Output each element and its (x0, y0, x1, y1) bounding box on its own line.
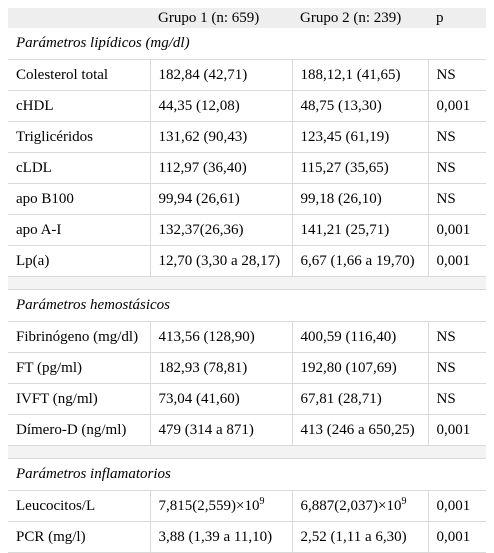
section-inflammatory-row: Parámetros inflamatorios (8, 458, 486, 491)
table-header-row: Grupo 1 (n: 659) Grupo 2 (n: 239) p (8, 8, 486, 28)
table-row: Lp(a) 12,70 (3,30 a 28,17) 6,67 (1,66 a … (8, 245, 486, 277)
p-value: 0,001 (427, 521, 486, 553)
p-value: NS (427, 59, 486, 91)
group-1-value-base: 7,815(2,559)×10 (158, 497, 260, 514)
row-label: Triglicéridos (8, 121, 150, 153)
group-1-value: 479 (314 a 871) (149, 414, 292, 446)
header-group-2: Grupo 2 (n: 239) (292, 8, 428, 28)
p-value: 0,001 (427, 90, 486, 122)
table-row: cLDL 112,97 (36,40) 115,27 (35,65) NS (8, 152, 486, 184)
row-label: FT (pg/ml) (8, 352, 150, 384)
section-hemostatic-row: Parámetros hemostásicos (8, 289, 486, 322)
p-value: 0,001 (427, 490, 486, 522)
table-row: apo B100 99,94 (26,61) 99,18 (26,10) NS (8, 183, 486, 215)
p-value: 0,001 (427, 245, 486, 277)
section-title: Parámetros hemostásicos (8, 289, 486, 322)
section-title: Parámetros lipídicos (mg/dl) (8, 28, 486, 60)
group-2-value: 141,21 (25,71) (291, 214, 428, 246)
row-label: PCR (mg/l) (8, 521, 150, 553)
header-parameter (8, 8, 150, 28)
p-value: NS (427, 121, 486, 153)
exponent: 9 (259, 495, 265, 507)
table-row: cHDL 44,35 (12,08) 48,75 (13,30) 0,001 (8, 90, 486, 122)
group-2-value: 6,67 (1,66 a 19,70) (291, 245, 428, 277)
p-value: 0,001 (427, 414, 486, 446)
group-2-value: 48,75 (13,30) (291, 90, 428, 122)
group-1-value: 182,93 (78,81) (149, 352, 292, 384)
group-2-value: 413 (246 a 650,25) (291, 414, 428, 446)
group-1-value: 413,56 (128,90) (149, 321, 292, 353)
row-label: Lp(a) (8, 245, 150, 277)
table-row: IVFT (ng/ml) 73,04 (41,60) 67,81 (28,71)… (8, 383, 486, 415)
row-label: cLDL (8, 152, 150, 184)
group-1-value: 112,97 (36,40) (149, 152, 292, 184)
p-value: NS (427, 152, 486, 184)
group-2-value-base: 6,887(2,037)×10 (300, 497, 402, 514)
group-1-value: 7,815(2,559)×109 (149, 490, 292, 522)
row-label: Leucocitos/L (8, 490, 150, 522)
table-row: PCR (mg/l) 3,88 (1,39 a 11,10) 2,52 (1,1… (8, 521, 486, 553)
row-label: Colesterol total (8, 59, 150, 91)
group-2-value: 2,52 (1,11 a 6,30) (291, 521, 428, 553)
p-value: 0,001 (427, 214, 486, 246)
table-row: Leucocitos/L 7,815(2,559)×109 6,887(2,03… (8, 490, 486, 522)
section-spacer (8, 276, 486, 290)
p-value: NS (427, 321, 486, 353)
section-spacer (8, 445, 486, 459)
group-1-value: 99,94 (26,61) (149, 183, 292, 215)
row-label: Fibrinógeno (mg/dl) (8, 321, 150, 353)
table-row: Triglicéridos 131,62 (90,43) 123,45 (61,… (8, 121, 486, 153)
group-1-value: 3,88 (1,39 a 11,10) (149, 521, 292, 553)
group-1-value: 73,04 (41,60) (149, 383, 292, 415)
exponent: 9 (401, 495, 407, 507)
section-title: Parámetros inflamatorios (8, 458, 486, 491)
group-2-value: 188,12,1 (41,65) (291, 59, 428, 91)
group-2-value: 6,887(2,037)×109 (291, 490, 428, 522)
section-lipid-row: Parámetros lipídicos (mg/dl) (8, 28, 486, 60)
group-1-value: 132,37(26,36) (149, 214, 292, 246)
header-p-value: p (428, 8, 486, 28)
group-2-value: 115,27 (35,65) (291, 152, 428, 184)
header-group-1: Grupo 1 (n: 659) (150, 8, 292, 28)
table-row: Dímero-D (ng/ml) 479 (314 a 871) 413 (24… (8, 414, 486, 446)
group-1-value: 44,35 (12,08) (149, 90, 292, 122)
p-value: NS (427, 352, 486, 384)
group-2-value: 67,81 (28,71) (291, 383, 428, 415)
row-label: IVFT (ng/ml) (8, 383, 150, 415)
data-table: Grupo 1 (n: 659) Grupo 2 (n: 239) p Pará… (8, 8, 486, 553)
group-2-value: 123,45 (61,19) (291, 121, 428, 153)
group-2-value: 99,18 (26,10) (291, 183, 428, 215)
row-label: apo B100 (8, 183, 150, 215)
table-row: Colesterol total 182,84 (42,71) 188,12,1… (8, 59, 486, 91)
group-1-value: 12,70 (3,30 a 28,17) (149, 245, 292, 277)
p-value: NS (427, 183, 486, 215)
group-1-value: 131,62 (90,43) (149, 121, 292, 153)
table-row: Fibrinógeno (mg/dl) 413,56 (128,90) 400,… (8, 321, 486, 353)
row-label: Dímero-D (ng/ml) (8, 414, 150, 446)
p-value: NS (427, 383, 486, 415)
table-row: FT (pg/ml) 182,93 (78,81) 192,80 (107,69… (8, 352, 486, 384)
group-1-value: 182,84 (42,71) (149, 59, 292, 91)
row-label: cHDL (8, 90, 150, 122)
row-label: apo A-I (8, 214, 150, 246)
group-2-value: 400,59 (116,40) (291, 321, 428, 353)
group-2-value: 192,80 (107,69) (291, 352, 428, 384)
table-row: apo A-I 132,37(26,36) 141,21 (25,71) 0,0… (8, 214, 486, 246)
